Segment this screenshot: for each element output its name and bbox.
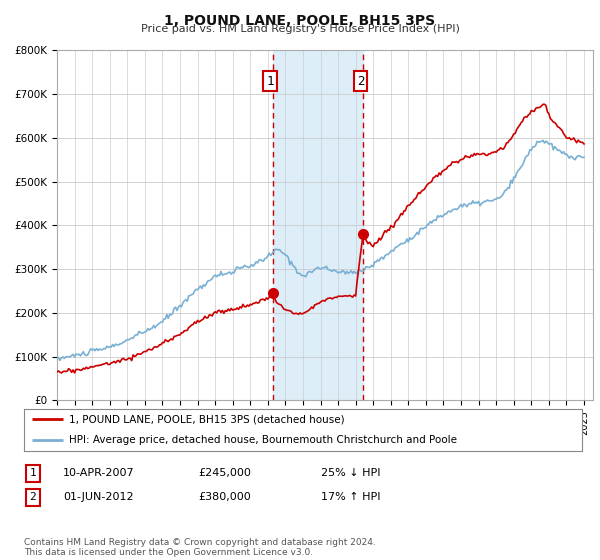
Text: 1, POUND LANE, POOLE, BH15 3PS: 1, POUND LANE, POOLE, BH15 3PS [164, 14, 436, 28]
Text: 01-JUN-2012: 01-JUN-2012 [63, 492, 134, 502]
Text: 2: 2 [29, 492, 37, 502]
Text: 10-APR-2007: 10-APR-2007 [63, 468, 134, 478]
Text: 2: 2 [356, 74, 364, 87]
Bar [272, 50, 363, 400]
Text: HPI: Average price, detached house, Bournemouth Christchurch and Poole: HPI: Average price, detached house, Bour… [68, 435, 457, 445]
Text: 17% ↑ HPI: 17% ↑ HPI [321, 492, 380, 502]
Text: 1, POUND LANE, POOLE, BH15 3PS (detached house): 1, POUND LANE, POOLE, BH15 3PS (detached… [68, 414, 344, 424]
Text: 25% ↓ HPI: 25% ↓ HPI [321, 468, 380, 478]
Text: £380,000: £380,000 [198, 492, 251, 502]
Text: £245,000: £245,000 [198, 468, 251, 478]
Text: 1: 1 [29, 468, 37, 478]
Text: 1: 1 [266, 74, 274, 87]
Text: Contains HM Land Registry data © Crown copyright and database right 2024.
This d: Contains HM Land Registry data © Crown c… [24, 538, 376, 557]
Text: Price paid vs. HM Land Registry's House Price Index (HPI): Price paid vs. HM Land Registry's House … [140, 24, 460, 34]
